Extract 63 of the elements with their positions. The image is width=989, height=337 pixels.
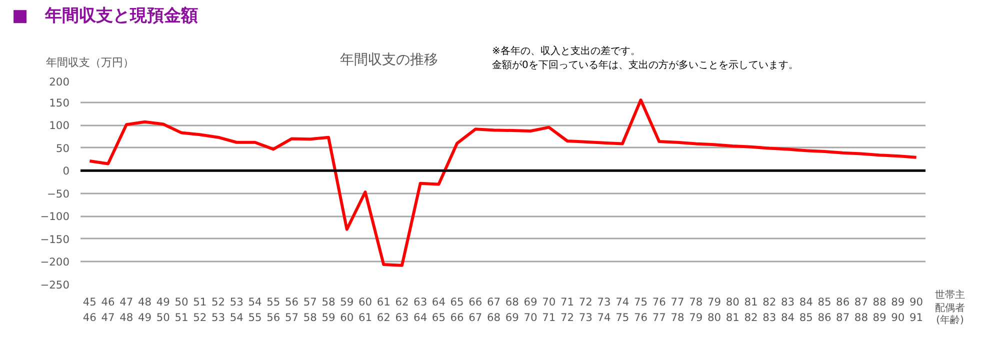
x-axis-title: 世帯主配偶者(年齢) <box>934 290 966 328</box>
x-tick-label: 59 60 <box>340 296 354 324</box>
x-tick-label: 57 58 <box>303 296 318 324</box>
chart-subtitle: 年間収支の推移 <box>340 52 438 70</box>
x-tick-label: 51 52 <box>193 296 207 324</box>
x-tick-label: 75 76 <box>634 296 648 324</box>
x-tick-label: 64 65 <box>432 296 446 324</box>
x-tick-label: 79 80 <box>707 296 722 324</box>
x-tick-label: 52 53 <box>211 296 226 324</box>
x-tick-label: 78 79 <box>689 296 703 324</box>
x-tick-label: 46 47 <box>101 296 116 324</box>
x-tick-label: 71 72 <box>560 296 574 324</box>
chart-title: ■ 年間収支と現預金額 <box>12 6 198 28</box>
x-tick-label: 49 50 <box>156 296 170 324</box>
x-tick-label: 63 64 <box>414 296 428 324</box>
x-tick-label: 65 66 <box>450 296 464 324</box>
x-tick-label: 54 55 <box>248 296 262 324</box>
x-tick-label: 88 89 <box>872 296 887 324</box>
x-tick-label: 47 48 <box>120 296 134 324</box>
x-tick-label: 60 61 <box>358 296 372 324</box>
x-tick-label: 55 56 <box>266 296 280 324</box>
y-tick-label: −100 <box>40 210 70 224</box>
x-tick-label: 81 82 <box>744 296 758 324</box>
x-tick-label: 85 86 <box>818 296 832 324</box>
x-tick-label: 68 69 <box>505 296 520 324</box>
y-axis-title: 年間収支（万円） <box>46 56 134 70</box>
x-tick-label: 56 57 <box>284 296 299 324</box>
x-tick-label: 84 85 <box>799 296 814 324</box>
text: 金額が0を下回っている年は、支出の方が多いことを示しています。 <box>492 60 798 72</box>
x-tick-label: 74 75 <box>616 296 630 324</box>
y-tick-label: 200 <box>49 76 70 88</box>
line-series <box>88 98 918 267</box>
y-tick-label: −250 <box>40 278 70 292</box>
x-tick-label: 73 74 <box>597 296 612 324</box>
x-tick-label: 45 46 <box>82 296 97 324</box>
text: ※各年の、収入と支出の差です。 <box>492 46 640 58</box>
y-tick-label: 0 <box>62 164 70 178</box>
x-tick-label: 82 83 <box>762 296 776 324</box>
x-tick-label: 67 68 <box>487 296 501 324</box>
x-tick-label: 89 90 <box>891 296 905 324</box>
x-tick-label: 76 77 <box>652 296 666 324</box>
y-tick-label: −200 <box>40 256 70 269</box>
y-tick-label: −150 <box>40 232 70 246</box>
y-tick-label: 50 <box>56 142 70 155</box>
y-tick-label: 100 <box>49 119 70 132</box>
x-tick-label: 80 81 <box>726 296 740 324</box>
x-tick-label: 83 84 <box>780 296 795 324</box>
y-tick-label: 150 <box>49 96 70 110</box>
x-tick-label: 62 63 <box>395 296 409 324</box>
x-tick-label: 87 88 <box>854 296 868 324</box>
x-tick-label: 70 71 <box>542 296 556 324</box>
x-tick-label: 77 78 <box>670 296 685 324</box>
x-tick-label: 50 51 <box>174 296 189 324</box>
x-tick-label: 48 49 <box>138 296 152 324</box>
x-tick-label: 66 67 <box>468 296 482 324</box>
x-tick-label: 61 62 <box>376 296 390 324</box>
x-tick-label: 58 59 <box>322 296 336 324</box>
x-tick-label: 53 54 <box>230 296 244 324</box>
x-tick-label: 72 73 <box>578 296 592 324</box>
x-tick-label: 90 91 <box>910 296 924 324</box>
y-tick-label: −50 <box>47 187 70 200</box>
x-tick-label: 86 87 <box>836 296 850 324</box>
x-tick-label: 69 70 <box>524 296 538 324</box>
